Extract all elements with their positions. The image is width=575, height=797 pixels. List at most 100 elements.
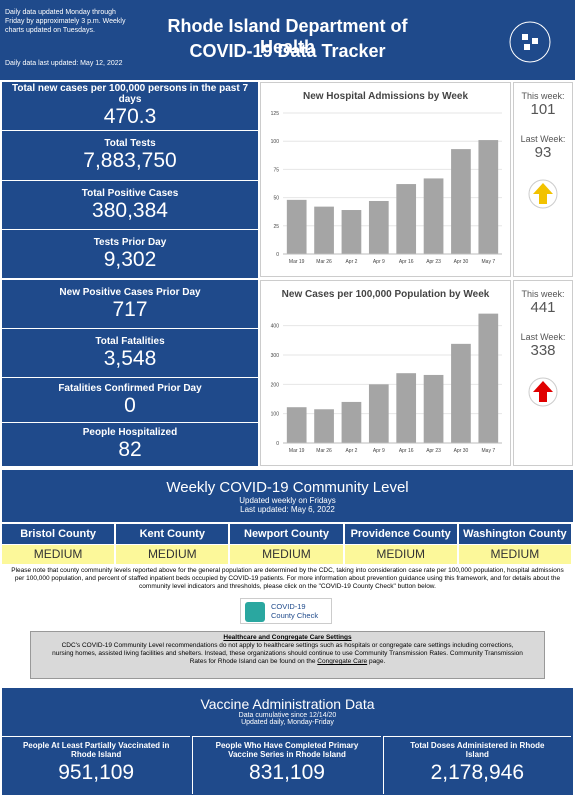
chart: New Cases per 100,000 Population by Week… xyxy=(271,289,502,454)
x-tick-label: Apr 2 xyxy=(345,259,357,265)
button-text: County Check xyxy=(271,611,319,620)
stat-box: Total Positive Cases 380,384 xyxy=(2,181,258,229)
stat-box: Total Tests 7,883,750 xyxy=(2,131,258,180)
bar xyxy=(396,373,417,443)
bar xyxy=(423,178,444,254)
stat-label: Total Tests xyxy=(104,138,156,149)
bar xyxy=(286,407,307,443)
stat-value: 380,384 xyxy=(92,198,168,222)
y-tick-label: 0 xyxy=(276,252,279,258)
x-tick-label: Apr 9 xyxy=(373,259,385,265)
bar xyxy=(451,343,471,443)
county-name: Washington County xyxy=(458,524,571,544)
vaccine-value: 951,109 xyxy=(58,761,135,784)
y-tick-label: 125 xyxy=(271,111,280,117)
bar xyxy=(341,210,362,254)
value: 93 xyxy=(534,144,552,161)
chart-panel: New Cases per 100,000 Population by Week… xyxy=(260,280,511,466)
box-heading: Healthcare and Congregate Care Settings xyxy=(223,634,352,641)
chart-title: New Hospital Admissions by Week xyxy=(303,91,468,102)
x-tick-label: Apr 16 xyxy=(399,448,414,454)
x-tick-label: Mar 19 xyxy=(289,259,305,265)
vaccine-label: People Who Have Completed Primary Vaccin… xyxy=(215,741,359,759)
chart: New Hospital Admissions by Week 0 25 50 75 10… xyxy=(271,91,502,265)
x-tick-label: Apr 30 xyxy=(454,259,469,265)
update-note: Daily data updated Monday through Friday… xyxy=(5,9,126,34)
county-name: Providence County xyxy=(344,524,457,544)
y-tick-label: 100 xyxy=(271,139,280,145)
x-tick-label: Apr 16 xyxy=(399,259,414,265)
bar xyxy=(396,184,417,254)
county-level: MEDIUM xyxy=(230,545,343,564)
stat-value: 717 xyxy=(112,297,148,321)
stat-label: Fatalities Confirmed Prior Day xyxy=(58,382,202,394)
x-tick-label: May 7 xyxy=(482,448,496,454)
info-box: Healthcare and Congregate Care Settings … xyxy=(30,631,545,679)
bar xyxy=(286,199,307,254)
vaccine-value: 831,109 xyxy=(249,761,325,784)
vaccine-item: People At Least Partially Vaccinated in … xyxy=(2,736,191,794)
value: 101 xyxy=(530,101,556,118)
x-tick-label: Mar 26 xyxy=(316,259,332,265)
vaccine-value: 2,178,946 xyxy=(430,761,525,784)
stat-value: 0 xyxy=(124,393,136,417)
stat-box: Fatalities Confirmed Prior Day 0 xyxy=(2,378,258,422)
stat-label: Total Fatalities xyxy=(95,335,165,347)
x-tick-label: Apr 9 xyxy=(373,448,385,454)
subtitle: Data cumulative since 12/14/20 xyxy=(238,712,337,719)
chart-title: New Cases per 100,000 Population by Week xyxy=(282,289,490,300)
stat-box: Tests Prior Day 9,302 xyxy=(2,230,258,278)
label: Last Week: xyxy=(520,134,566,144)
bar xyxy=(451,149,471,254)
x-tick-label: May 7 xyxy=(482,259,496,265)
county-name: Kent County xyxy=(116,524,229,544)
county-level: MEDIUM xyxy=(344,545,457,564)
bar xyxy=(314,206,334,254)
label: This week: xyxy=(521,91,565,101)
stat-box: New Positive Cases Prior Day 717 xyxy=(2,280,258,328)
stat-label: Tests Prior Day xyxy=(93,236,167,248)
x-tick-label: Apr 2 xyxy=(345,448,357,454)
label: Last Week: xyxy=(520,332,566,342)
subtitle: Last updated: May 6, 2022 xyxy=(240,505,335,514)
title: Rhode Island Department of Health xyxy=(167,16,408,57)
label: This week: xyxy=(521,289,565,299)
x-tick-label: Mar 26 xyxy=(316,448,332,454)
up-arrow xyxy=(528,179,558,209)
stat-value: 470.3 xyxy=(103,105,157,128)
chart-panel: New Hospital Admissions by Week 0 25 50 75 10… xyxy=(260,82,511,277)
vaccine-label: Total Doses Administered in Rhode Island xyxy=(410,741,545,759)
county-level: MEDIUM xyxy=(458,545,571,564)
x-tick-label: Apr 23 xyxy=(426,259,441,265)
county-name: Newport County xyxy=(230,524,343,544)
stat-value: 9,302 xyxy=(103,247,157,271)
bar xyxy=(314,409,334,443)
subtitle: Updated daily, Monday-Friday xyxy=(241,719,334,726)
button-text: COVID-19 xyxy=(271,602,306,611)
title: COVID-19 Data Tracker xyxy=(189,41,386,61)
bar xyxy=(478,313,499,443)
x-tick-label: Apr 30 xyxy=(454,448,469,454)
stat-box: Total Fatalities 3,548 xyxy=(2,329,258,377)
box-text: CDC's COVID-19 Community Level recommend… xyxy=(52,642,523,665)
y-tick-label: 75 xyxy=(273,167,279,173)
y-tick-label: 200 xyxy=(271,382,280,388)
bar xyxy=(423,374,444,443)
y-tick-label: 100 xyxy=(271,412,280,418)
bar xyxy=(368,200,389,254)
stat-value: 82 xyxy=(118,438,142,461)
header: Daily data updated Monday through Friday… xyxy=(0,0,575,80)
y-tick-label: 50 xyxy=(273,196,279,202)
county-check-button[interactable]: COVID-19 County Check xyxy=(240,598,332,624)
bar xyxy=(341,401,362,443)
bar xyxy=(478,140,499,254)
stat-label: New Positive Cases Prior Day xyxy=(59,286,201,298)
y-tick-label: 0 xyxy=(276,441,279,447)
y-tick-label: 400 xyxy=(271,324,280,330)
value: 441 xyxy=(530,299,556,316)
y-tick-label: 25 xyxy=(273,224,279,230)
vaccine-title: Vaccine Administration Data xyxy=(200,696,375,712)
link[interactable]: Congregate Care xyxy=(317,658,368,665)
stat-label: People Hospitalized xyxy=(82,427,178,438)
value: 338 xyxy=(530,342,556,359)
